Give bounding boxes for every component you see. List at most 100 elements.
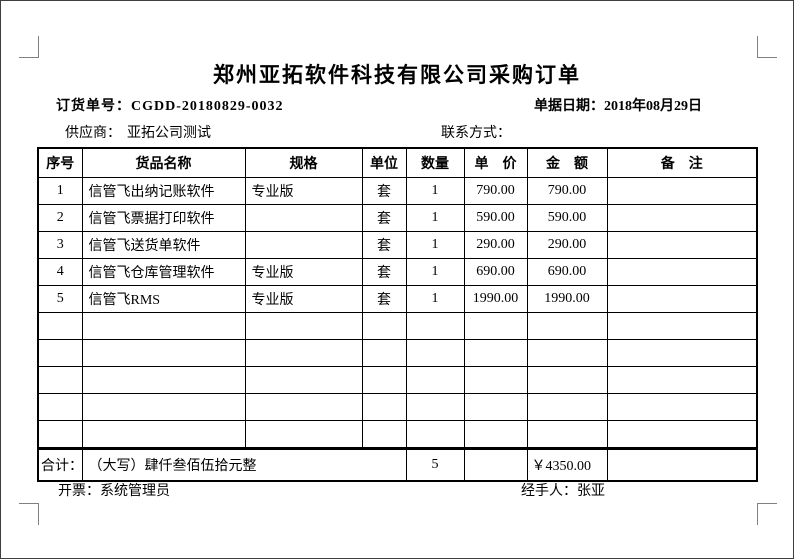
cell-amount — [526, 366, 608, 394]
issuer-value: 系统管理员 — [100, 484, 170, 499]
document-date-label: 单据日期： — [534, 99, 604, 114]
header-spec: 规格 — [244, 147, 363, 178]
item-row: 3 信管飞送货单软件套 1 290.00 290.00 — [37, 231, 758, 259]
cell-note — [606, 285, 758, 313]
item-row: 2 信管飞票据打印软件套 1 590.00 590.00 — [37, 204, 758, 232]
empty-row — [37, 420, 758, 449]
handler-value: 张亚 — [577, 484, 605, 499]
cell-spec — [244, 420, 363, 449]
supplier-line: 供应商： 亚拓公司测试 — [65, 122, 211, 142]
cell-amount: 1990.00 — [526, 285, 608, 313]
total-row: 合计： （大写）肆仟叁佰伍拾元整 5 ￥4350.00 — [37, 447, 758, 482]
cell-note — [606, 177, 758, 205]
cell-name: 信管飞RMS — [81, 285, 246, 313]
contact-label: 联系方式： — [441, 126, 511, 141]
cell-no: 5 — [37, 285, 83, 313]
cell-qty — [405, 420, 465, 449]
order-number-value: CGDD-20180829-0032 — [131, 99, 284, 114]
cell-price: 790.00 — [463, 177, 528, 205]
cell-name — [81, 366, 246, 394]
cell-unit: 套 — [361, 177, 407, 205]
empty-row — [37, 312, 758, 340]
items-body: 1 信管飞出纳记账软件 专业版套 1 790.00 790.00 2 信管飞票据打印软件套 1 5… — [37, 177, 758, 449]
contact-line: 联系方式： — [441, 122, 517, 142]
order-number-line: 订货单号：CGDD-20180829-0032 — [56, 95, 284, 115]
cell-unit — [361, 420, 407, 449]
header-qty: 数量 — [405, 147, 465, 178]
cell-name: 信管飞仓库管理软件 — [81, 258, 246, 286]
cell-qty: 1 — [405, 204, 465, 232]
cell-note — [606, 393, 758, 421]
cell-name: 信管飞送货单软件 — [81, 231, 246, 259]
cell-spec: 专业版 — [244, 177, 363, 205]
cell-qty — [405, 366, 465, 394]
cell-no — [37, 312, 83, 340]
cell-qty — [405, 312, 465, 340]
issuer-label: 开票： — [58, 484, 100, 499]
table-header-row: 序号 货品名称 规格 单位 数量 单 价 金 额 备 注 — [37, 147, 758, 178]
cell-qty: 1 — [405, 285, 465, 313]
empty-row — [37, 366, 758, 394]
supplier-label: 供应商： — [65, 126, 121, 141]
item-row: 4 信管飞仓库管理软件 专业版套 1 690.00 690.00 — [37, 258, 758, 286]
cell-spec: 专业版 — [244, 258, 363, 286]
cell-amount — [526, 393, 608, 421]
cell-no — [37, 366, 83, 394]
document-date-value: 2018年08月29日 — [604, 99, 702, 114]
handler-label: 经手人： — [521, 484, 577, 499]
cell-spec — [244, 312, 363, 340]
cell-amount — [526, 312, 608, 340]
cell-no — [37, 420, 83, 449]
cell-amount: 790.00 — [526, 177, 608, 205]
cell-spec — [244, 204, 363, 232]
cell-no: 3 — [37, 231, 83, 259]
cell-name — [81, 312, 246, 340]
cell-note — [606, 258, 758, 286]
cell-qty: 1 — [405, 231, 465, 259]
header-unit-price: 单 价 — [463, 147, 528, 178]
cell-price — [463, 420, 528, 449]
cell-amount: 590.00 — [526, 204, 608, 232]
empty-row — [37, 339, 758, 367]
header-amount: 金 额 — [526, 147, 608, 178]
cell-name — [81, 393, 246, 421]
cell-unit: 套 — [361, 258, 407, 286]
cell-no — [37, 393, 83, 421]
cell-price: 590.00 — [463, 204, 528, 232]
total-note-blank — [606, 447, 758, 482]
header-unit: 单位 — [361, 147, 407, 178]
cell-no: 2 — [37, 204, 83, 232]
cell-note — [606, 204, 758, 232]
header-note: 备 注 — [606, 147, 758, 178]
cell-name: 信管飞出纳记账软件 — [81, 177, 246, 205]
cell-unit: 套 — [361, 231, 407, 259]
cell-unit — [361, 393, 407, 421]
cell-qty: 1 — [405, 258, 465, 286]
cell-amount — [526, 339, 608, 367]
crop-mark-top-right-icon — [757, 36, 777, 58]
cell-note — [606, 420, 758, 449]
header-no: 序号 — [37, 147, 83, 178]
cell-name — [81, 339, 246, 367]
crop-mark-bottom-left-icon — [19, 503, 39, 525]
cell-name: 信管飞票据打印软件 — [81, 204, 246, 232]
cell-unit — [361, 366, 407, 394]
cell-spec — [244, 339, 363, 367]
cell-no — [37, 339, 83, 367]
issuer-line: 开票：系统管理员 — [58, 480, 170, 500]
cell-qty — [405, 339, 465, 367]
cell-price — [463, 312, 528, 340]
cell-price — [463, 393, 528, 421]
cell-price: 690.00 — [463, 258, 528, 286]
cell-unit — [361, 339, 407, 367]
document-date-line: 单据日期：2018年08月29日 — [534, 95, 702, 115]
cell-qty — [405, 393, 465, 421]
cell-price — [463, 366, 528, 394]
cell-unit — [361, 312, 407, 340]
cell-amount: 690.00 — [526, 258, 608, 286]
empty-row — [37, 393, 758, 421]
page-title: 郑州亚拓软件科技有限公司采购订单 — [213, 63, 581, 87]
cell-note — [606, 339, 758, 367]
cell-unit: 套 — [361, 204, 407, 232]
